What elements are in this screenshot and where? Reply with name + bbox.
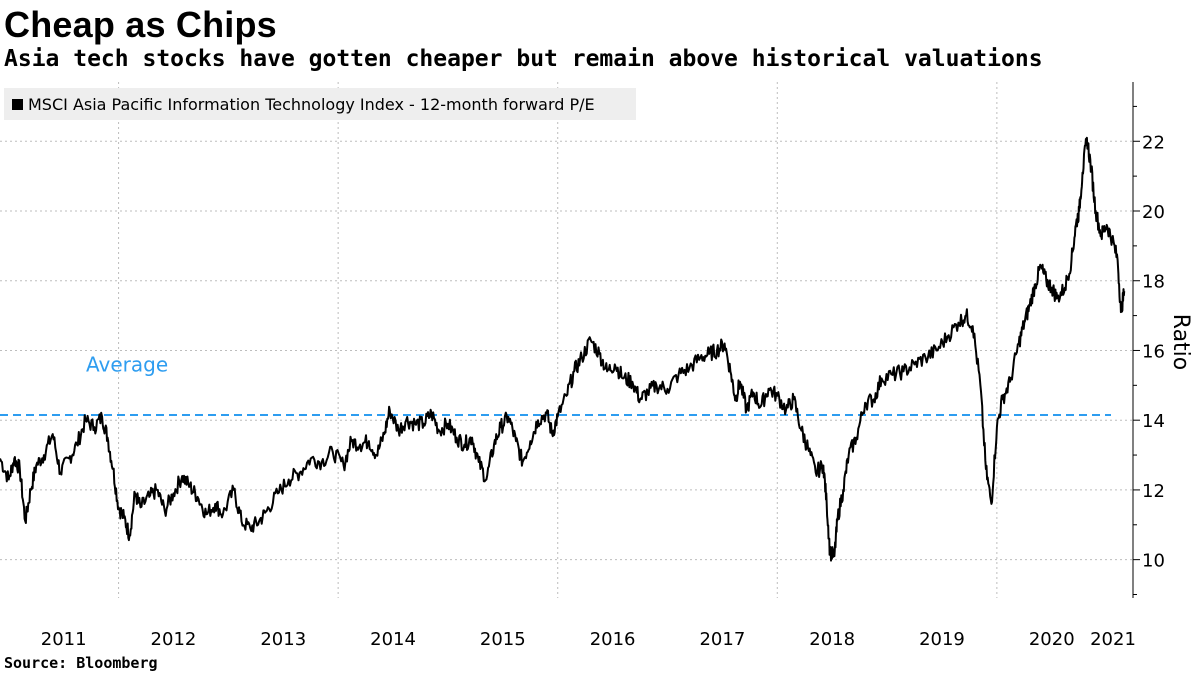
y-axis: 10 12 14 16 18 20 22 xyxy=(1132,82,1165,598)
x-tick-label: 2011 xyxy=(41,629,87,650)
y-tick-label: 16 xyxy=(1142,341,1165,362)
average-line-group: Average xyxy=(0,352,1111,416)
x-tick-label: 2017 xyxy=(699,629,745,650)
source-note: Source: Bloomberg xyxy=(4,654,158,672)
y-tick-label: 10 xyxy=(1142,551,1165,572)
legend-label: MSCI Asia Pacific Information Technology… xyxy=(28,94,595,114)
x-tick-label: 2013 xyxy=(260,629,306,650)
series-group xyxy=(0,136,1126,562)
y-tick-label: 18 xyxy=(1142,272,1165,293)
y-axis-label: Ratio xyxy=(1168,314,1193,370)
y-tick-label: 20 xyxy=(1142,202,1165,223)
x-tick-label: 2016 xyxy=(590,629,636,650)
x-axis-labels: 2011 2012 2013 2014 2015 2016 2017 2018 2019 2020… xyxy=(41,629,1136,650)
x-tick-label: 2020 xyxy=(1029,629,1075,650)
chart-subtitle: Asia tech stocks have gotten cheaper but… xyxy=(4,46,1043,72)
legend: MSCI Asia Pacific Information Technology… xyxy=(4,88,636,120)
average-label: Average xyxy=(86,352,168,376)
x-tick-label: 2012 xyxy=(151,629,197,650)
y-tick-label: 14 xyxy=(1142,411,1165,432)
x-tick-label: 2018 xyxy=(809,629,855,650)
x-tick-label: 2021 xyxy=(1090,629,1136,650)
series-line xyxy=(0,136,1126,562)
gridlines xyxy=(0,82,1133,598)
y-tick-label: 12 xyxy=(1142,481,1165,502)
x-tick-label: 2019 xyxy=(919,629,965,650)
legend-swatch xyxy=(12,98,23,110)
y-tick-label: 22 xyxy=(1142,132,1165,153)
x-tick-label: 2014 xyxy=(370,629,416,650)
chart-title: Cheap as Chips xyxy=(4,4,277,45)
x-tick-label: 2015 xyxy=(480,629,526,650)
